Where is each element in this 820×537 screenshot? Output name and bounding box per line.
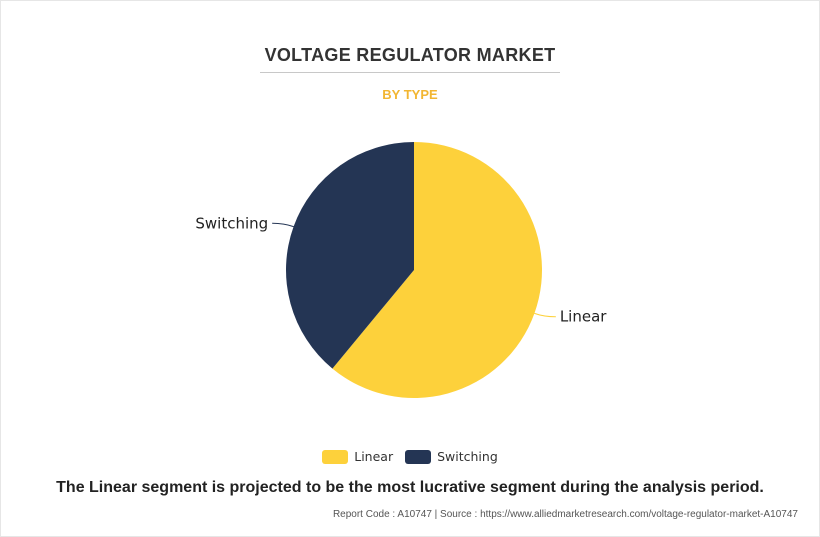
source-note: Report Code : A10747 | Source : https://… <box>332 509 798 520</box>
legend-item-switching: Switching <box>405 449 498 464</box>
chart-title: VOLTAGE REGULATOR MARKET <box>264 45 556 65</box>
chart-subtitle: BY TYPE <box>382 87 438 102</box>
leader-line-linear <box>534 312 556 318</box>
pie-slice-linear <box>332 142 542 398</box>
chart-legend: Linear Switching <box>0 449 820 464</box>
slice-label-linear: Linear <box>560 308 607 326</box>
legend-label: Linear <box>354 449 394 464</box>
slice-label-switching: Switching <box>195 214 268 232</box>
legend-swatch <box>322 449 349 464</box>
chart-caption: The Linear segment is projected to be th… <box>56 479 764 496</box>
pie-slice-switching <box>286 142 414 369</box>
leader-line-switching <box>272 222 294 228</box>
legend-swatch <box>405 449 432 464</box>
title-divider <box>260 72 560 73</box>
legend-item-linear: Linear <box>322 449 393 464</box>
legend-label: Switching <box>437 449 498 464</box>
